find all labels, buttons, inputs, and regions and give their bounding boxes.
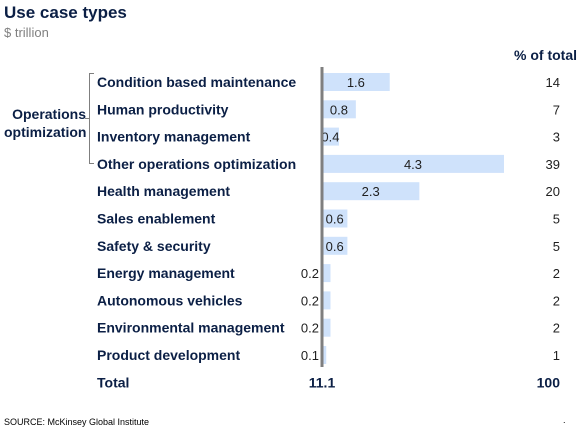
value-label-10: 0.1 <box>301 348 319 363</box>
category-label-9: Environmental management <box>97 320 285 336</box>
percent-column-header: % of total <box>514 47 577 63</box>
value-label-8: 0.2 <box>301 293 319 308</box>
chart-subtitle: $ trillion <box>4 25 49 40</box>
bar-8 <box>322 291 331 310</box>
percent-label-5: 5 <box>553 212 560 227</box>
bar-1 <box>322 100 356 119</box>
percent-label-6: 5 <box>553 239 560 254</box>
value-label-2: 0.4 <box>321 130 339 145</box>
category-label-10: Product development <box>97 347 240 363</box>
category-label-3: Other operations optimization <box>97 156 296 172</box>
value-label-6: 0.6 <box>326 239 344 254</box>
corner-mark: . <box>563 415 566 425</box>
bar-5 <box>322 209 348 228</box>
category-label-1: Human productivity <box>97 101 229 117</box>
total-value: 11.1 <box>309 374 336 390</box>
category-label-6: Safety & security <box>97 238 211 254</box>
category-label-8: Autonomous vehicles <box>97 292 243 308</box>
percent-label-1: 7 <box>553 102 560 117</box>
value-label-3: 4.3 <box>404 157 422 172</box>
bar-6 <box>322 236 348 255</box>
bar-4 <box>322 182 420 201</box>
value-label-5: 0.6 <box>326 212 344 227</box>
value-label-1: 0.8 <box>330 102 348 117</box>
bar-10 <box>322 346 327 364</box>
group-label-operations-optimization: Operations optimization <box>4 106 87 140</box>
percent-label-4: 20 <box>546 184 560 199</box>
percent-label-0: 14 <box>546 75 560 90</box>
percent-label-7: 2 <box>553 266 560 281</box>
total-percent: 100 <box>537 374 561 390</box>
bar-chart: Condition based maintenance 1.6 14 Human pr… <box>97 67 561 390</box>
bar-2 <box>322 127 339 146</box>
category-label-7: Energy management <box>97 265 235 281</box>
percent-label-8: 2 <box>553 293 560 308</box>
category-label-4: Health management <box>97 183 230 199</box>
value-label-9: 0.2 <box>301 321 319 336</box>
value-label-0: 1.6 <box>347 75 365 90</box>
category-label-2: Inventory management <box>97 129 251 145</box>
value-label-7: 0.2 <box>301 266 319 281</box>
chart-title: Use case types <box>4 3 127 22</box>
bar-7 <box>322 264 331 283</box>
bar-3 <box>322 154 504 173</box>
value-label-4: 2.3 <box>362 184 380 199</box>
percent-label-3: 39 <box>546 157 560 172</box>
percent-label-9: 2 <box>553 321 560 336</box>
source-note: SOURCE: McKinsey Global Institute <box>4 417 150 427</box>
bar-9 <box>322 318 331 337</box>
category-label-5: Sales enablement <box>97 211 216 227</box>
total-label: Total <box>97 374 129 390</box>
category-label-0: Condition based maintenance <box>97 74 296 90</box>
bar-0 <box>322 73 390 91</box>
percent-label-10: 1 <box>553 348 560 363</box>
group-bracket-tick <box>85 118 90 119</box>
percent-label-2: 3 <box>553 130 560 145</box>
